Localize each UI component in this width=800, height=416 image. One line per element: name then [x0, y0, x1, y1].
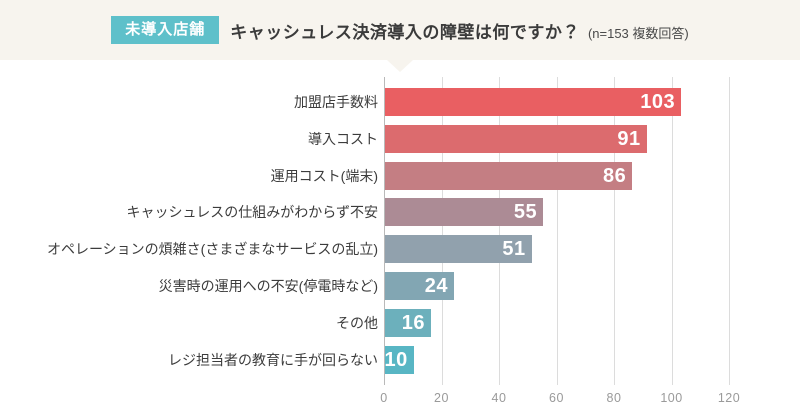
category-label: レジ担当者の教育に手が回らない [168, 351, 378, 368]
axis-zero-line [384, 77, 385, 385]
value-label: 91 [617, 127, 641, 150]
category-label: 加盟店手数料 [294, 94, 378, 110]
gridline [441, 77, 443, 385]
category-label: キャッシュレスの仕組みがわからず不安 [126, 204, 378, 221]
value-label: 55 [513, 201, 538, 224]
value-label: 10 [384, 348, 408, 371]
axis-tick-label: 0 [380, 391, 388, 405]
title-wrap: キャッシュレス決済導入の障壁は何ですか？ (n=153 複数回答) [230, 18, 688, 43]
value-label: 24 [424, 275, 448, 297]
axis-tick-label: 80 [606, 391, 622, 405]
axis-tick-label: 20 [434, 391, 449, 405]
value-label: 51 [502, 238, 526, 261]
bar: 55 [385, 198, 544, 227]
bar: 91 [385, 124, 647, 153]
gridline [729, 77, 730, 385]
axis-tick-label: 40 [491, 391, 507, 405]
category-label: 災害時の運用への不安(停電時など) [158, 278, 378, 294]
chart-title: キャッシュレス決済導入の障壁は何ですか？ [230, 22, 580, 42]
category-label: 運用コスト(端末) [270, 167, 378, 184]
bar: 10 [384, 345, 414, 374]
gridline [556, 77, 558, 385]
gridline [614, 77, 615, 385]
value-label: 86 [603, 164, 627, 187]
value-label: 16 [401, 311, 425, 334]
category-label: オペレーションの煩雑さ(さまざまなサービスの乱立) [46, 241, 378, 258]
header: 未導入店舗 キャッシュレス決済導入の障壁は何ですか？ (n=153 複数回答) [0, 0, 800, 60]
axis-tick-label: 60 [549, 391, 564, 405]
bar: 24 [385, 272, 454, 300]
bar: 16 [385, 308, 431, 337]
store-type-badge: 未導入店舗 [111, 16, 220, 44]
header-notch-arrow [387, 60, 413, 72]
bar: 103 [385, 88, 682, 116]
gridline [671, 77, 673, 385]
axis-tick-label: 120 [717, 391, 741, 405]
bar: 51 [385, 235, 532, 264]
axis-tick-label: 100 [660, 391, 683, 405]
bar: 86 [385, 161, 633, 190]
gridline [499, 77, 500, 385]
value-label: 103 [640, 91, 676, 113]
category-label: その他 [336, 314, 378, 331]
sample-size-note: (n=153 複数回答) [587, 25, 689, 41]
category-label: 導入コスト [308, 130, 378, 147]
